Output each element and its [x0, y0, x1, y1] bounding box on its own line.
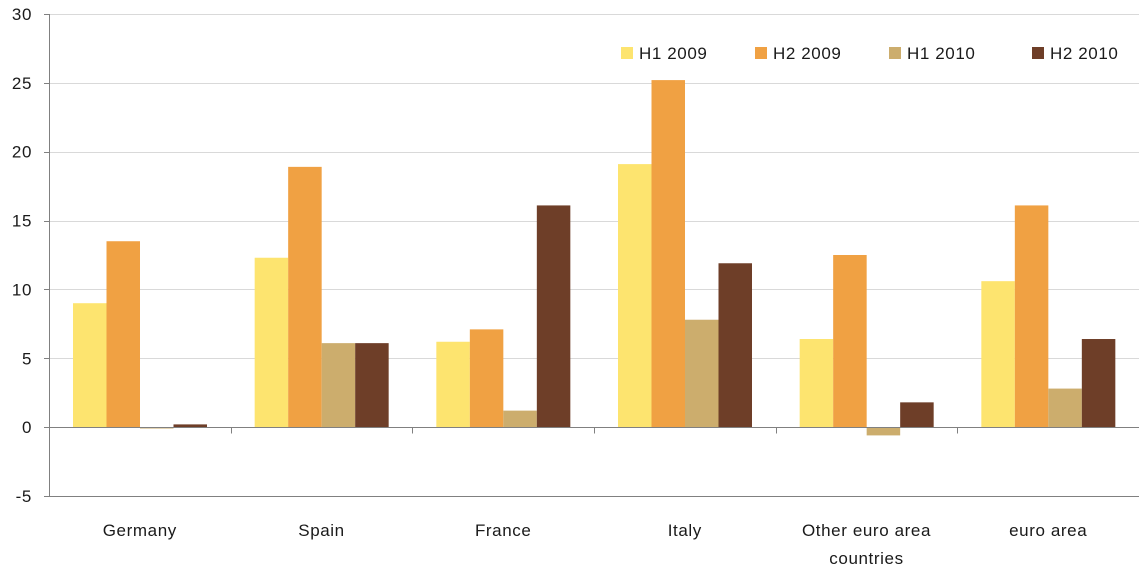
bar [173, 424, 207, 428]
bar [503, 410, 537, 428]
bar [536, 205, 571, 428]
bars [73, 80, 1116, 436]
legend-swatch [621, 47, 633, 59]
y-tick-label: 20 [12, 143, 32, 162]
bar [73, 303, 107, 428]
bar [355, 343, 389, 428]
bar [1048, 388, 1082, 428]
y-tick-label: 5 [22, 349, 32, 368]
legend-swatch [755, 47, 767, 59]
legend-label: H2 2010 [1050, 44, 1118, 63]
bar [1014, 205, 1049, 428]
bar [685, 319, 719, 428]
bar [288, 166, 322, 428]
bar [321, 343, 356, 428]
bar [718, 263, 752, 428]
axes [44, 14, 1139, 497]
legend-swatch [889, 47, 901, 59]
y-tick-label: -5 [16, 487, 32, 506]
legend-label: H1 2009 [639, 44, 707, 63]
x-tick-label: Germany [103, 521, 177, 540]
legend-label: H2 2009 [773, 44, 841, 63]
y-tick-labels: -5 0 5 10 15 20 25 30 [12, 5, 32, 506]
y-tick-label: 25 [12, 74, 32, 93]
bar [900, 402, 934, 428]
x-tick-labels: Germany Spain France Italy Other euro area co… [103, 521, 1087, 568]
legend-label: H1 2010 [907, 44, 975, 63]
legend: H1 2009 H2 2009 H1 2010 H2 2010 [621, 44, 1118, 63]
x-tick-label: France [475, 521, 532, 540]
gridlines [49, 14, 1139, 497]
bar [618, 164, 652, 428]
x-tick-label: Spain [298, 521, 344, 540]
x-tick-label: Other euro area [802, 521, 931, 540]
x-tick-label: euro area [1009, 521, 1087, 540]
x-tick-label: Italy [668, 521, 702, 540]
y-tick-label: 15 [12, 212, 32, 231]
bar [833, 255, 867, 428]
y-tick-label: 0 [22, 418, 32, 437]
bar [254, 257, 289, 428]
bar [436, 341, 470, 428]
bar [1081, 339, 1116, 428]
y-tick-label: 10 [12, 280, 32, 299]
bar [651, 80, 685, 428]
bar [469, 329, 504, 428]
y-tick-label: 30 [12, 5, 32, 24]
bar [799, 339, 834, 428]
legend-swatch [1032, 47, 1044, 59]
x-tick-label: countries [829, 549, 903, 568]
bar [981, 281, 1015, 428]
bar [866, 427, 901, 436]
bar [106, 241, 140, 428]
